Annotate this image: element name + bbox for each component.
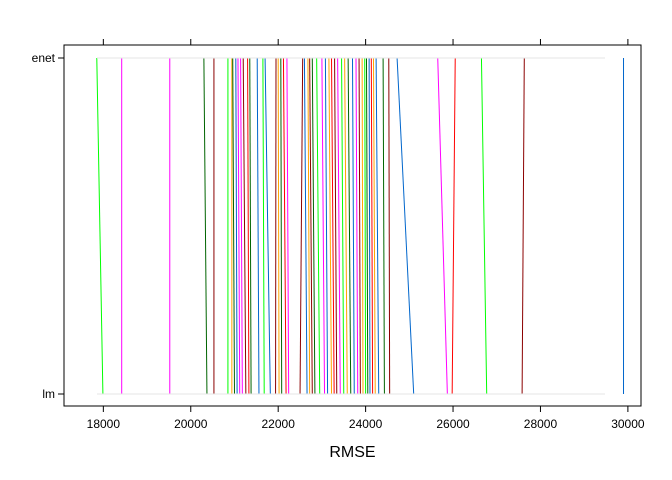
category-guides (97, 57, 605, 395)
series-line-46 (375, 57, 380, 395)
series-line-7 (232, 57, 235, 395)
series-line-34 (341, 57, 345, 395)
x-tick-label: 20000 (174, 417, 208, 431)
series-line-31 (331, 57, 335, 395)
series-line-29 (324, 57, 329, 395)
series-line-9 (237, 57, 241, 395)
series-line-52 (480, 57, 488, 395)
series-line-30 (328, 57, 333, 395)
series-layer (96, 57, 625, 395)
series-line-44 (370, 57, 374, 395)
series-line-8 (235, 57, 238, 395)
series-line-39 (358, 57, 361, 395)
series-line-41 (364, 57, 367, 395)
y-axis: lm enet (32, 51, 64, 401)
series-line-16 (264, 57, 271, 395)
series-line-53 (521, 57, 525, 395)
series-line-45 (372, 57, 376, 395)
series-line-14 (256, 57, 260, 395)
series-line-13 (249, 57, 252, 395)
series-line-23 (303, 57, 308, 395)
x-tick-label: 24000 (349, 417, 383, 431)
series-line-26 (311, 57, 316, 395)
series-line-25 (309, 57, 313, 395)
y-tick-label: lm (42, 387, 55, 401)
series-line-27 (316, 57, 321, 395)
series-line-38 (355, 57, 359, 395)
series-line-3 (203, 57, 208, 395)
series-line-19 (280, 57, 283, 395)
series-line-21 (286, 57, 290, 395)
series-line-20 (282, 57, 287, 395)
series-line-49 (396, 57, 415, 395)
x-tick-label: 26000 (436, 417, 470, 431)
series-line-37 (352, 57, 355, 395)
x-tick-label: 18000 (87, 417, 121, 431)
x-axis: 18000 20000 22000 24000 26000 28000 30000 (87, 39, 645, 431)
series-line-33 (337, 57, 341, 395)
y-tick-label: enet (32, 51, 56, 65)
x-tick-label: 22000 (262, 417, 296, 431)
plot-frame (63, 44, 642, 407)
series-line-35 (344, 57, 348, 395)
series-line-51 (451, 57, 456, 395)
series-line-47 (382, 57, 385, 395)
series-line-12 (247, 57, 250, 395)
series-line-28 (321, 57, 326, 395)
series-line-36 (347, 57, 352, 395)
series-line-24 (307, 57, 311, 395)
series-line-48 (388, 57, 391, 395)
series-line-50 (437, 57, 448, 395)
series-line-15 (262, 57, 265, 395)
series-line-0 (96, 57, 104, 395)
x-tick-label: 30000 (611, 417, 645, 431)
series-line-11 (242, 57, 247, 395)
x-tick-label: 28000 (524, 417, 558, 431)
series-line-18 (277, 57, 280, 395)
x-axis-title: RMSE (329, 444, 375, 461)
series-line-22 (299, 57, 304, 395)
series-line-10 (240, 57, 243, 395)
series-line-42 (365, 57, 369, 395)
series-line-43 (368, 57, 371, 395)
series-line-32 (334, 57, 338, 395)
series-line-40 (361, 57, 364, 395)
